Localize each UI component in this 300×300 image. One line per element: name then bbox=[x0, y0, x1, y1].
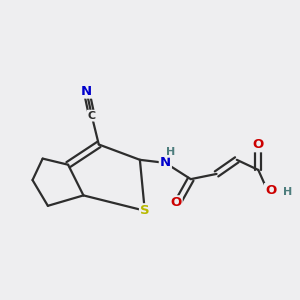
Text: O: O bbox=[170, 196, 182, 209]
Text: H: H bbox=[283, 187, 292, 197]
Text: C: C bbox=[88, 111, 96, 121]
Text: O: O bbox=[265, 184, 276, 197]
Text: O: O bbox=[253, 138, 264, 151]
Text: N: N bbox=[81, 85, 92, 98]
Text: N: N bbox=[160, 156, 171, 170]
Text: S: S bbox=[140, 204, 150, 217]
Text: H: H bbox=[166, 147, 176, 157]
